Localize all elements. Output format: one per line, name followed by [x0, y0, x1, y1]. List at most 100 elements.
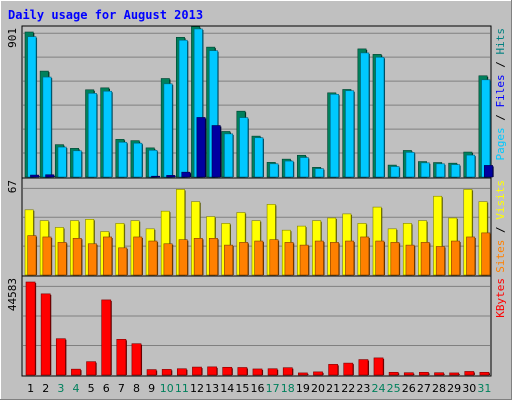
bar-sites-day-15 — [239, 242, 249, 276]
day-label-14: 14 — [220, 382, 234, 395]
bar-sites-day-30 — [466, 236, 476, 276]
legend-hits-files-pages: Pages / Files / Hits — [494, 28, 507, 161]
legend-item: Hits — [494, 28, 507, 55]
bar-pages-day-10 — [166, 175, 176, 178]
bar-files-day-11 — [178, 39, 188, 178]
bar-sites-day-18 — [284, 242, 294, 276]
bar-kbytes-day-9 — [146, 369, 157, 376]
day-label-3: 3 — [57, 382, 64, 395]
bar-files-day-28 — [435, 163, 445, 178]
panel-kbytes: 44583 KBytes — [6, 275, 507, 377]
bar-files-day-22 — [345, 90, 355, 178]
day-label-5: 5 — [88, 382, 95, 395]
bar-sites-day-13 — [208, 238, 218, 276]
legend-item: / — [494, 108, 507, 128]
chart-panels: 901 Pages / Files / Hits 67 Sites / Visits 4… — [6, 25, 507, 377]
day-label-4: 4 — [72, 382, 79, 395]
day-label-2: 2 — [42, 382, 49, 395]
bar-files-day-16 — [254, 137, 264, 178]
bar-pages-day-9 — [151, 175, 161, 178]
bar-sites-day-1 — [27, 235, 37, 276]
bar-sites-day-28 — [435, 246, 445, 276]
y-max-label-kbytes: 44583 — [6, 278, 19, 311]
day-label-31: 31 — [477, 382, 491, 395]
day-label-22: 22 — [341, 382, 355, 395]
bar-sites-day-4 — [72, 238, 82, 276]
series-sites — [27, 232, 491, 276]
bar-kbytes-day-14 — [222, 366, 233, 376]
bar-pages-day-13 — [211, 125, 221, 178]
day-label-15: 15 — [235, 382, 249, 395]
day-label-9: 9 — [148, 382, 155, 395]
series-files — [27, 28, 491, 178]
bar-sites-day-27 — [420, 242, 430, 276]
bar-kbytes-day-18 — [282, 367, 293, 376]
bar-kbytes-day-20 — [313, 371, 323, 376]
panel-visits-sites: 67 Sites / Visits — [6, 177, 507, 277]
bar-kbytes-day-13 — [207, 366, 217, 376]
legend-item: Sites — [494, 240, 507, 273]
bar-kbytes-day-31 — [479, 371, 490, 376]
bar-files-day-18 — [284, 160, 294, 178]
day-label-12: 12 — [190, 382, 204, 395]
bar-files-day-5 — [87, 93, 97, 178]
day-label-29: 29 — [447, 382, 461, 395]
bar-kbytes-day-2 — [40, 293, 51, 376]
y-max-label-visits-sites: 67 — [6, 180, 19, 193]
day-label-7: 7 — [118, 382, 125, 395]
bar-files-day-25 — [390, 166, 400, 178]
bar-kbytes-day-10 — [161, 369, 172, 376]
bar-files-day-8 — [133, 142, 143, 178]
bar-sites-day-14 — [224, 244, 234, 276]
day-label-21: 21 — [326, 382, 340, 395]
day-label-8: 8 — [133, 382, 140, 395]
plot-area-kbytes — [21, 275, 492, 377]
legend-visits-sites: Sites / Visits — [494, 180, 507, 273]
bar-files-day-14 — [224, 133, 234, 178]
bar-kbytes-day-17 — [267, 368, 278, 376]
bar-sites-day-25 — [390, 242, 400, 276]
bar-files-day-26 — [405, 152, 415, 178]
bar-sites-day-8 — [133, 236, 143, 276]
y-max-label-hits-files-pages: 901 — [6, 28, 19, 48]
bar-kbytes-day-3 — [55, 338, 66, 376]
bar-files-day-15 — [239, 117, 249, 178]
bar-sites-day-11 — [178, 239, 188, 276]
bar-kbytes-day-27 — [419, 371, 429, 376]
day-labels: 1 2 3 4 5 6 7 8 9 10 11 12 13 14 15 16 17 18 19 20 21 22 23 24 2… — [27, 382, 491, 395]
bar-kbytes-day-25 — [388, 371, 399, 376]
bar-sites-day-7 — [118, 247, 128, 276]
bar-files-day-10 — [163, 83, 173, 178]
bar-sites-day-12 — [193, 238, 203, 276]
day-label-11: 11 — [175, 382, 189, 395]
bar-pages-day-2 — [45, 174, 55, 178]
day-label-13: 13 — [205, 382, 219, 395]
bar-sites-day-22 — [345, 240, 355, 276]
bar-files-day-20 — [314, 168, 324, 178]
bar-kbytes-day-21 — [328, 364, 339, 376]
day-label-26: 26 — [402, 382, 416, 395]
day-label-27: 27 — [417, 382, 431, 395]
bar-sites-day-17 — [269, 239, 279, 276]
bar-sites-day-6 — [103, 236, 112, 276]
bar-files-day-29 — [451, 164, 460, 178]
bar-files-day-23 — [360, 52, 370, 178]
series-pages — [30, 117, 494, 178]
bar-files-day-30 — [466, 154, 476, 178]
day-label-1: 1 — [27, 382, 34, 395]
bar-kbytes-day-15 — [237, 367, 248, 376]
day-label-28: 28 — [432, 382, 446, 395]
bar-kbytes-day-22 — [343, 362, 354, 376]
bar-sites-day-9 — [148, 240, 158, 276]
bar-files-day-7 — [118, 141, 128, 178]
legend-item: / — [494, 55, 507, 75]
bar-sites-day-19 — [299, 244, 309, 276]
day-label-25: 25 — [387, 382, 401, 395]
day-label-10: 10 — [160, 382, 174, 395]
bar-sites-day-5 — [87, 243, 97, 276]
bar-kbytes-day-30 — [464, 371, 475, 376]
day-label-23: 23 — [356, 382, 370, 395]
bar-files-day-31 — [481, 79, 491, 178]
bar-kbytes-day-6 — [101, 299, 112, 376]
